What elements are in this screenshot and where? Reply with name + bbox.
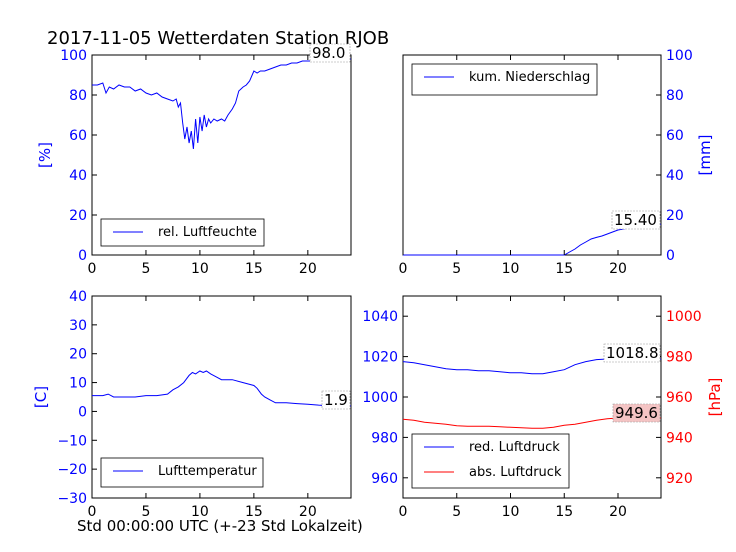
precip-ytick-label: 60 [666,128,684,144]
humidity-ytick-label: 80 [69,88,87,104]
pressure-y-label: [hPa] [706,378,724,417]
temp-xtick-label: 5 [141,504,150,520]
pressure-xtick-label: 0 [399,504,408,520]
precip-ytick-label: 100 [666,48,693,64]
pressure-right-ytick-label: 1000 [666,309,702,325]
temp-xtick-label: 20 [299,504,317,520]
humidity-annotation: 98.0 [312,44,345,62]
precip-y-label: [mm] [696,135,714,176]
precipitation-panel: 0 5 10 15 20 0 20 40 60 80 100 [mm] kum. Niederschla… [399,48,714,277]
precip-xtick-label: 0 [399,261,408,277]
temp-ytick-label: −10 [57,433,87,449]
pressure-abs-annotation: 949.6 [615,404,658,422]
figure-title: 2017-11-05 Wetterdaten Station RJOB [47,28,389,49]
humidity-xtick-label: 10 [191,261,209,277]
humidity-y-label: [%] [36,142,54,168]
pressure-left-ytick-label: 1020 [362,350,398,366]
pressure-left-ytick-label: 960 [371,471,398,487]
precip-ytick-label: 80 [666,88,684,104]
temp-ytick-label: 40 [69,289,87,305]
temp-ytick-label: −30 [57,491,87,507]
temp-xtick-label: 15 [245,504,263,520]
precip-annotation-box [611,210,661,230]
temp-ytick-label: 20 [69,347,87,363]
pressure-right-ytick-label: 940 [666,430,693,446]
pressure-left-ytick-label: 1040 [362,309,398,325]
pressure-legend-label: red. Luftdruck [469,440,560,455]
humidity-ytick-label: 100 [60,48,87,64]
temperature-panel: 0 5 10 15 20 −30 −20 −10 0 10 20 30 40 [C] Lufttempera… [32,289,352,520]
humidity-frame [91,54,352,256]
pressure-xtick-label: 10 [502,504,520,520]
pressure-xtick-label: 20 [609,504,627,520]
temp-ytick-label: 10 [69,376,87,392]
pressure-right-ytick-label: 960 [666,390,693,406]
humidity-xtick-label: 0 [88,261,97,277]
precip-annotation: 15.40 [614,211,657,229]
humidity-panel: 0 5 10 15 20 0 20 40 60 80 100 [%] rel. Luftfeuchte 9… [36,43,352,277]
pressure-panel: 0 5 10 15 20 960 980 1000 1020 1040 920 940 960 980 10… [362,295,724,520]
precip-xtick-label: 10 [502,261,520,277]
humidity-legend-label: rel. Luftfeuchte [158,225,257,240]
temp-legend-box [100,457,264,488]
humidity-ytick-label: 40 [69,168,87,184]
temp-ytick-label: 0 [78,404,87,420]
pressure-legend-label: abs. Luftdruck [469,465,562,480]
precip-ytick-label: 40 [666,168,684,184]
humidity-annotation-box [309,43,351,63]
pressure-legend-box [411,433,570,489]
temp-frame [91,295,352,499]
humidity-line [92,58,351,150]
humidity-xtick-label: 15 [245,261,263,277]
precip-legend-label: kum. Niederschlag [469,70,590,85]
temp-ytick-label: −20 [57,462,87,478]
humidity-ytick-label: 60 [69,128,87,144]
pressure-left-ytick-label: 1000 [362,390,398,406]
pressure-red-annotation-box [603,343,661,363]
precip-xtick-label: 15 [555,261,573,277]
temp-legend-label: Lufttemperatur [158,464,257,479]
temp-line [92,370,351,407]
temp-annotation: 1.9 [324,391,348,409]
pressure-xtick-label: 15 [555,504,573,520]
pressure-right-ytick-label: 980 [666,350,693,366]
pressure-xtick-label: 5 [452,504,461,520]
humidity-xtick-label: 5 [141,261,150,277]
humidity-ytick-label: 20 [69,208,87,224]
temp-annotation-box [321,390,351,410]
humidity-xtick-label: 20 [299,261,317,277]
pressure-red-annotation: 1018.8 [606,344,659,362]
temp-ytick-label: 30 [69,318,87,334]
temp-y-label: [C] [32,386,50,408]
pressure-left-ytick-label: 980 [371,430,398,446]
humidity-ytick-label: 0 [78,248,87,264]
temp-xtick-label: 10 [191,504,209,520]
pressure-right-ytick-label: 920 [666,471,693,487]
precip-xtick-label: 20 [609,261,627,277]
precip-ytick-label: 0 [666,248,675,264]
temp-xtick-label: 0 [88,504,97,520]
x-axis-label: Std 00:00:00 UTC (+-23 Std Lokalzeit) [77,517,363,535]
precip-ytick-label: 20 [666,208,684,224]
pressure-abs-annotation-box [612,403,661,423]
precip-legend-box [411,63,598,96]
precip-xtick-label: 5 [452,261,461,277]
